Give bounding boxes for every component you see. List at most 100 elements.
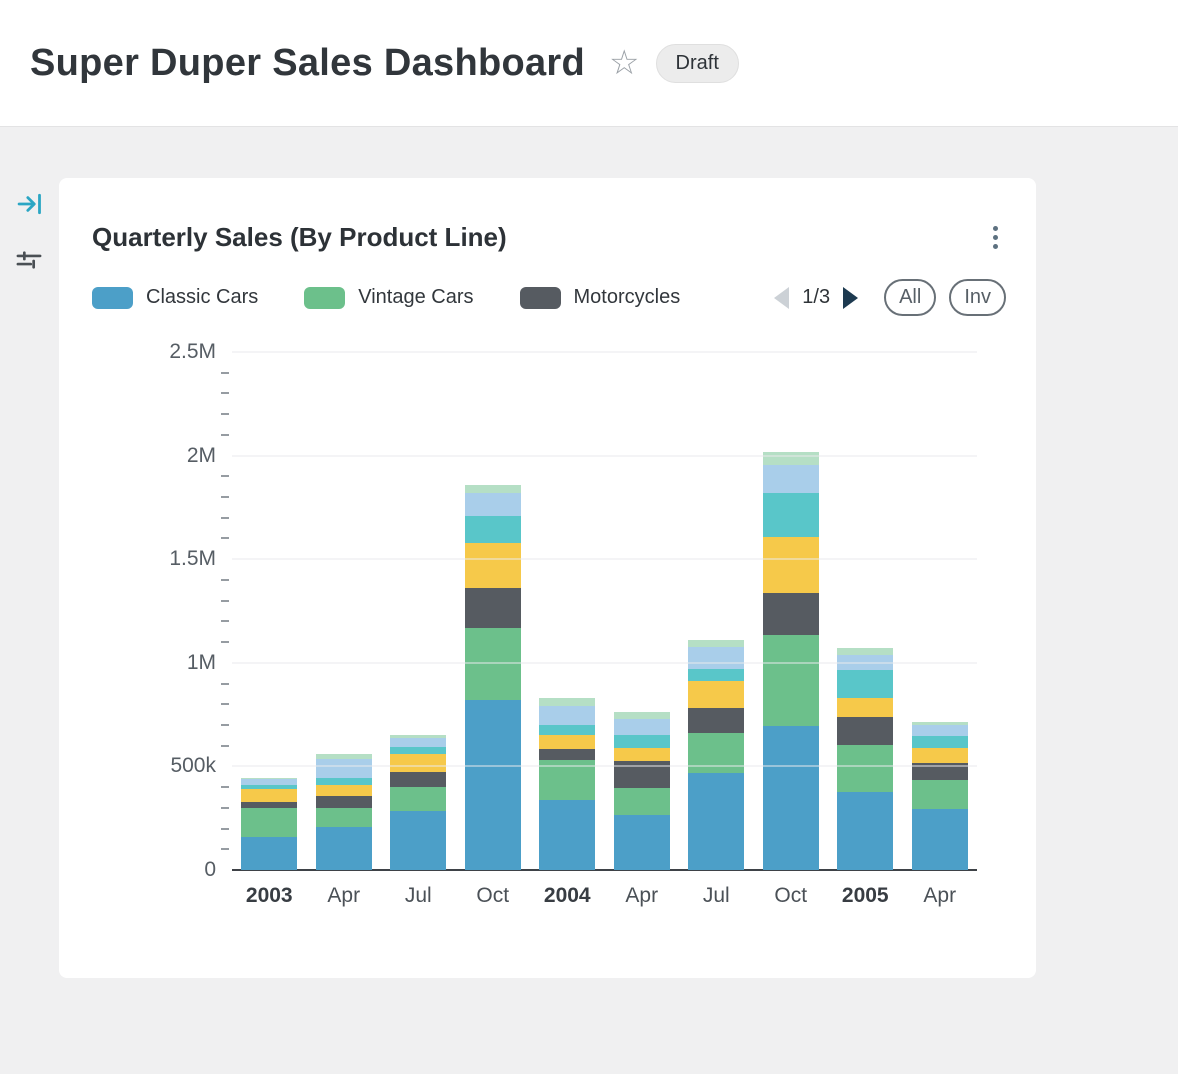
- bar-segment[interactable]: [390, 810, 447, 870]
- bar-segment[interactable]: [390, 738, 447, 747]
- bar-segment[interactable]: [762, 537, 819, 594]
- stacked-bar[interactable]: [762, 451, 819, 870]
- bar-segment[interactable]: [241, 807, 298, 837]
- bar-segment[interactable]: [464, 484, 521, 493]
- bar-segment[interactable]: [241, 778, 298, 786]
- bar-segment[interactable]: [613, 711, 670, 719]
- bar-segment[interactable]: [837, 792, 894, 870]
- bar-segment[interactable]: [688, 640, 745, 648]
- bar-segment[interactable]: [464, 492, 521, 516]
- stacked-bar[interactable]: [539, 698, 596, 870]
- bar-segment[interactable]: [688, 681, 745, 709]
- bar-segment[interactable]: [390, 746, 447, 754]
- bar-segment[interactable]: [837, 670, 894, 699]
- gridline: [232, 455, 977, 457]
- next-arrow-icon[interactable]: [843, 286, 859, 309]
- bar-segment[interactable]: [688, 669, 745, 682]
- stacked-bar[interactable]: [315, 754, 372, 870]
- stacked-bar[interactable]: [613, 711, 670, 870]
- bar-column[interactable]: [903, 352, 978, 870]
- bar-segment[interactable]: [464, 700, 521, 870]
- bar-segment[interactable]: [241, 801, 298, 808]
- bar-column[interactable]: [307, 352, 382, 870]
- bar-segment[interactable]: [688, 772, 745, 870]
- bar-segment[interactable]: [762, 593, 819, 635]
- bar-segment[interactable]: [390, 735, 447, 739]
- filter-icon[interactable]: [14, 245, 44, 275]
- bar-column[interactable]: [381, 352, 456, 870]
- bar-segment[interactable]: [837, 648, 894, 655]
- bar-segment[interactable]: [837, 716, 894, 745]
- bar-segment[interactable]: [464, 515, 521, 543]
- bar-column[interactable]: [679, 352, 754, 870]
- bar-segment[interactable]: [613, 788, 670, 816]
- legend-item[interactable]: Classic Cars: [92, 286, 258, 309]
- bar-segment[interactable]: [241, 789, 298, 802]
- bar-segment[interactable]: [762, 634, 819, 726]
- stacked-bar[interactable]: [837, 648, 894, 870]
- bar-segment[interactable]: [762, 451, 819, 465]
- bar-segment[interactable]: [539, 735, 596, 749]
- bar-segment[interactable]: [539, 725, 596, 736]
- bar-segment[interactable]: [315, 785, 372, 797]
- bar-column[interactable]: [456, 352, 531, 870]
- bar-segment[interactable]: [241, 785, 298, 790]
- inv-button[interactable]: Inv: [949, 279, 1006, 316]
- prev-arrow-icon[interactable]: [774, 286, 790, 309]
- bar-column[interactable]: [605, 352, 680, 870]
- bar-segment[interactable]: [241, 777, 298, 779]
- bar-segment[interactable]: [315, 796, 372, 808]
- bar-segment[interactable]: [837, 744, 894, 793]
- bar-segment[interactable]: [911, 779, 968, 809]
- bar-segment[interactable]: [613, 735, 670, 748]
- bar-segment[interactable]: [539, 748, 596, 761]
- bar-segment[interactable]: [315, 777, 372, 786]
- bar-segment[interactable]: [315, 807, 372, 827]
- bar-column[interactable]: [754, 352, 829, 870]
- stacked-bar[interactable]: [241, 777, 298, 870]
- bar-segment[interactable]: [539, 698, 596, 707]
- bar-segment[interactable]: [911, 725, 968, 737]
- bar-segment[interactable]: [911, 747, 968, 764]
- bar-segment[interactable]: [911, 808, 968, 870]
- y-axis-minor-tick: [221, 537, 229, 540]
- bar-segment[interactable]: [688, 647, 745, 670]
- bar-segment[interactable]: [241, 836, 298, 870]
- stacked-bar[interactable]: [911, 721, 968, 870]
- bar-segment[interactable]: [539, 799, 596, 870]
- bar-segment[interactable]: [613, 718, 670, 736]
- kebab-menu-icon[interactable]: [985, 222, 1006, 253]
- stacked-bar[interactable]: [390, 735, 447, 870]
- all-button[interactable]: All: [884, 279, 937, 316]
- bar-segment[interactable]: [613, 747, 670, 762]
- legend-item[interactable]: Motorcycles: [519, 286, 680, 309]
- bar-segment[interactable]: [911, 721, 968, 726]
- bar-segment[interactable]: [688, 708, 745, 734]
- bar-segment[interactable]: [613, 761, 670, 789]
- bar-segment[interactable]: [762, 726, 819, 870]
- bar-segment[interactable]: [464, 627, 521, 701]
- stacked-bar[interactable]: [464, 484, 521, 870]
- bar-segment[interactable]: [390, 754, 447, 772]
- bar-segment[interactable]: [315, 826, 372, 870]
- bar-segment[interactable]: [464, 542, 521, 589]
- bar-segment[interactable]: [390, 787, 447, 811]
- legend-item[interactable]: Vintage Cars: [304, 286, 474, 309]
- stacked-bar[interactable]: [688, 640, 745, 870]
- bar-column[interactable]: [530, 352, 605, 870]
- bar-segment[interactable]: [613, 815, 670, 870]
- bar-segment[interactable]: [464, 588, 521, 628]
- bar-column[interactable]: [232, 352, 307, 870]
- bar-segment[interactable]: [911, 736, 968, 748]
- bar-segment[interactable]: [762, 492, 819, 538]
- bar-segment[interactable]: [390, 771, 447, 788]
- star-outline-icon[interactable]: ☆: [609, 44, 640, 82]
- collapse-panel-icon[interactable]: [14, 189, 44, 219]
- bar-segment[interactable]: [762, 464, 819, 493]
- bar-column[interactable]: [828, 352, 903, 870]
- bar-segment[interactable]: [911, 763, 968, 780]
- bar-segment[interactable]: [539, 706, 596, 725]
- bar-segment[interactable]: [315, 754, 372, 760]
- bar-segment[interactable]: [315, 759, 372, 778]
- bar-segment[interactable]: [837, 698, 894, 717]
